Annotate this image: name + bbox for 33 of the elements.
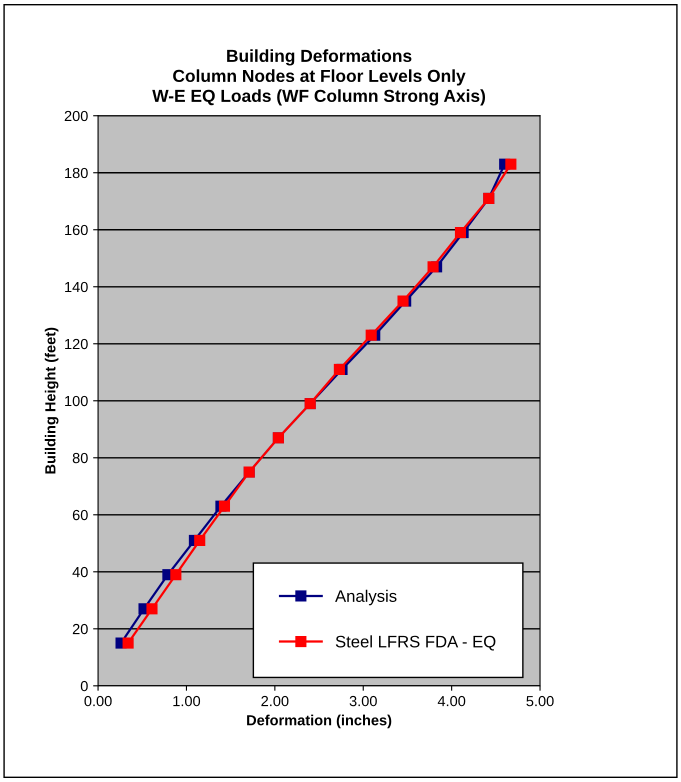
point xyxy=(122,638,134,649)
point xyxy=(428,261,439,272)
point xyxy=(170,569,182,580)
x-tick-label: 3.00 xyxy=(350,696,377,706)
y-tick-label: 100 xyxy=(65,396,88,406)
point xyxy=(454,227,466,238)
y-tick-label: 120 xyxy=(65,338,88,350)
point xyxy=(366,330,377,341)
point xyxy=(505,158,516,170)
y-tick-label: 40 xyxy=(72,566,88,578)
x-tick-label: 0.00 xyxy=(84,696,112,706)
y-tick-label: 80 xyxy=(72,452,88,464)
y-tick-label: 60 xyxy=(72,510,88,520)
legend-label: Analysis xyxy=(335,590,396,606)
y-tick-label: 200 xyxy=(64,110,88,122)
y-tick-label: 140 xyxy=(65,282,88,292)
x-tick-label: 2.00 xyxy=(261,696,288,706)
x-tick-label: 1.00 xyxy=(173,696,200,706)
legend-label: Steel LFRS FDA - EQ xyxy=(336,635,496,651)
y-tick-label: 20 xyxy=(72,624,88,634)
chart-title: Building Deformations Column Nodes at Floor Levels Only W-E EQ Loads (WF Column Strong Axis) xyxy=(152,49,486,106)
x-tick-label: 4.00 xyxy=(438,696,466,706)
point xyxy=(397,295,409,307)
point xyxy=(194,534,206,546)
x-axis-title: Deformation (inches) xyxy=(247,714,392,728)
point xyxy=(218,500,230,512)
y-tick-label: 0 xyxy=(80,680,88,692)
y-axis-title: Building Height (feet) xyxy=(44,328,58,474)
y-tick-label: 160 xyxy=(65,224,88,236)
point xyxy=(334,364,345,375)
point xyxy=(146,603,158,614)
y-tick-label: 180 xyxy=(65,168,88,178)
x-tick-label: 5.00 xyxy=(526,696,554,706)
